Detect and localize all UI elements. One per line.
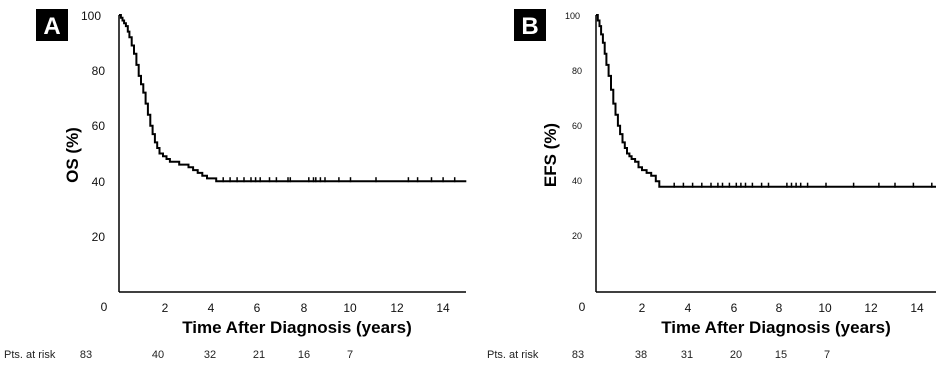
panel-a-y-axis-title: OS (%) [63,127,82,183]
panel-b-risk-value: 38 [635,349,647,361]
panel-a-xtick-12: 12 [390,301,404,315]
panel-b-xtick-6: 6 [731,301,738,315]
panel-a-risk-values: 83 40 32 21 16 7 [80,349,353,361]
panel-b-risk-label: Pts. at risk [487,349,539,361]
panel-a-survival-curve [119,14,467,183]
panel-b-survival-curve [596,14,936,188]
panel-a-letter: A [43,13,60,40]
panel-b-xtick-14: 14 [910,301,924,315]
panel-b-xtick-10: 10 [818,301,832,315]
panel-a-x-axis-title: Time After Diagnosis (years) [182,318,412,337]
panel-b-xtick-8: 8 [776,301,783,315]
panel-a-risk-value: 21 [253,349,265,361]
panel-a-xtick-6: 6 [254,301,261,315]
panel-b-risk-value: 7 [824,349,830,361]
panel-b-risk-value: 15 [775,349,787,361]
panel-a-ytick-80: 80 [92,64,106,78]
panel-b-label-box [514,9,546,41]
panel-a-risk-value: 40 [152,349,164,361]
panel-a-ytick-40: 40 [92,175,106,189]
panel-b-xtick-12: 12 [864,301,878,315]
panel-a-xtick-8: 8 [301,301,308,315]
panel-b-y-axis-title: EFS (%) [541,123,560,187]
panel-b-x-axis-title: Time After Diagnosis (years) [661,318,891,337]
panel-b-ytick-60: 60 [572,121,582,131]
panel-a-xtick-4: 4 [208,301,215,315]
panel-b-xtick-2: 2 [639,301,646,315]
panel-b-risk-value: 20 [730,349,742,361]
panel-a-xtick-2: 2 [162,301,169,315]
panel-b-risk-value: 31 [681,349,693,361]
panel-b-ytick-100: 100 [565,11,580,21]
panel-a-risk-value: 16 [298,349,310,361]
panel-a-label-box [36,9,68,41]
panel-b-censor-marks [673,182,933,188]
panel-b-letter: B [521,13,538,40]
panel-a-ytick-20: 20 [92,230,106,244]
panel-b-ytick-80: 80 [572,66,582,76]
panel-a: A 100 80 60 40 20 0 2 4 6 8 10 12 14 OS … [4,9,467,361]
panel-a-xtick-0: 0 [101,300,108,314]
panel-b: B 100 80 60 40 20 0 2 4 6 8 10 12 14 EFS… [487,9,936,361]
panel-a-risk-value: 83 [80,349,92,361]
panel-a-risk-label: Pts. at risk [4,349,56,361]
panel-b-risk-values: 83 38 31 20 15 7 [572,349,830,361]
panel-a-risk-value: 7 [347,349,353,361]
panel-a-ytick-60: 60 [92,119,106,133]
panel-a-xtick-14: 14 [436,301,450,315]
panel-b-ytick-40: 40 [572,176,582,186]
panel-a-risk-value: 32 [204,349,216,361]
panel-a-censor-marks [222,177,456,183]
panel-b-risk-value: 83 [572,349,584,361]
panel-a-xtick-10: 10 [343,301,357,315]
panel-a-ytick-100: 100 [81,9,101,23]
panel-b-xtick-4: 4 [685,301,692,315]
panel-b-xtick-0: 0 [579,300,586,314]
panel-b-ytick-20: 20 [572,231,582,241]
